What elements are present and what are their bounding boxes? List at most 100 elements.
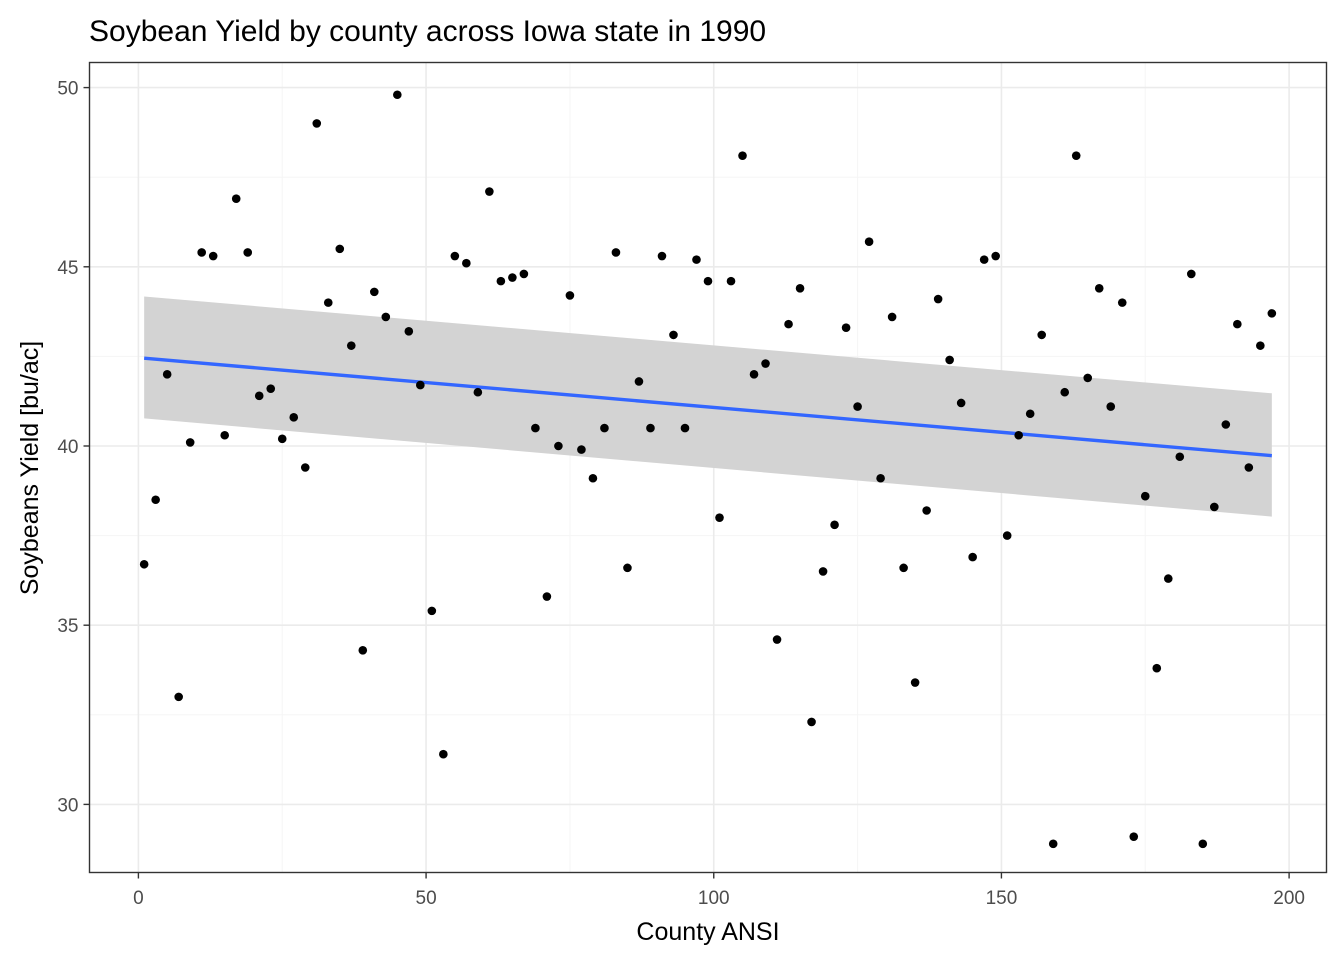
trend-line-layer — [144, 356, 1272, 458]
data-point — [485, 187, 494, 196]
data-point — [795, 283, 805, 293]
data-point — [450, 251, 460, 261]
data-point — [393, 90, 402, 100]
data-point — [519, 269, 529, 279]
data-point — [565, 291, 575, 300]
data-point — [266, 384, 276, 393]
data-point — [197, 248, 206, 257]
data-point — [761, 359, 770, 368]
data-point — [1152, 663, 1162, 673]
data-point — [634, 377, 644, 386]
data-point — [1198, 839, 1208, 849]
x-tick-label: 100 — [698, 888, 730, 909]
data-point — [1256, 341, 1265, 350]
data-point — [323, 298, 333, 307]
data-point — [738, 151, 747, 160]
data-point — [933, 294, 943, 304]
data-point — [554, 441, 563, 451]
data-point — [680, 423, 690, 433]
data-point — [703, 276, 713, 286]
data-point — [623, 563, 632, 573]
data-point — [162, 370, 172, 379]
data-point — [1048, 839, 1058, 849]
data-point — [600, 423, 609, 433]
data-point — [669, 330, 678, 340]
data-point — [254, 391, 264, 401]
y-tick-label: 40 — [57, 437, 78, 458]
data-point — [956, 398, 966, 408]
data-point — [439, 749, 448, 759]
y-tick-label: 50 — [57, 79, 78, 100]
data-point — [726, 276, 736, 286]
data-point — [1210, 502, 1219, 512]
data-point — [231, 194, 241, 203]
data-point — [657, 251, 667, 261]
data-point — [381, 312, 391, 322]
x-axis: 0 50 100 150 200 — [133, 872, 1305, 909]
data-point — [807, 717, 816, 727]
data-point — [289, 413, 299, 422]
data-point — [1037, 330, 1047, 340]
data-point — [876, 473, 885, 483]
data-point — [243, 248, 253, 257]
data-point — [1221, 420, 1231, 429]
data-point — [1129, 832, 1139, 841]
data-point — [1117, 298, 1127, 307]
data-point — [1106, 402, 1116, 411]
data-point — [542, 592, 552, 601]
data-point — [508, 273, 517, 282]
data-point — [577, 445, 586, 454]
data-point — [220, 430, 230, 440]
data-point — [830, 520, 839, 530]
data-point — [496, 276, 506, 286]
data-point — [968, 552, 977, 562]
y-tick-label: 35 — [57, 616, 78, 637]
data-point — [899, 563, 908, 573]
data-point — [1071, 151, 1081, 160]
data-point — [1094, 283, 1104, 293]
x-tick-label: 200 — [1273, 888, 1305, 909]
data-point — [300, 463, 310, 472]
data-point — [151, 495, 160, 505]
y-axis-title: Soybeans Yield [bu/ac] — [16, 341, 44, 595]
data-point — [1060, 387, 1070, 397]
data-point — [346, 341, 356, 350]
data-point — [335, 244, 345, 254]
data-point — [692, 255, 701, 264]
data-point — [784, 319, 793, 329]
trend-line — [144, 356, 1272, 458]
data-point — [772, 635, 782, 644]
x-tick-label: 0 — [133, 888, 144, 909]
data-point — [841, 323, 851, 333]
data-point — [1233, 319, 1242, 329]
x-tick-label: 50 — [416, 888, 437, 909]
y-axis: 30 35 40 45 50 — [57, 79, 90, 816]
data-point — [818, 567, 828, 576]
data-point — [208, 251, 218, 261]
data-point — [1083, 373, 1093, 383]
data-point — [922, 506, 931, 515]
data-point — [979, 255, 989, 264]
grid — [89, 62, 1327, 873]
data-point — [427, 606, 437, 616]
data-point — [1014, 430, 1023, 440]
chart-title: Soybean Yield by county across Iowa stat… — [89, 15, 766, 48]
data-point — [1163, 574, 1173, 583]
data-point — [853, 402, 862, 411]
data-point — [1175, 452, 1185, 462]
data-point — [473, 387, 483, 397]
data-point — [646, 423, 655, 433]
data-point — [139, 559, 149, 569]
data-point — [358, 645, 368, 655]
data-point — [864, 237, 874, 247]
data-point — [531, 423, 540, 433]
data-point — [404, 327, 414, 336]
data-point — [945, 355, 954, 365]
x-tick-label: 150 — [986, 888, 1018, 909]
data-point — [991, 251, 1000, 261]
data-point — [1140, 491, 1150, 501]
data-point — [910, 678, 920, 687]
data-point — [1244, 463, 1254, 472]
data-point — [1002, 531, 1012, 540]
